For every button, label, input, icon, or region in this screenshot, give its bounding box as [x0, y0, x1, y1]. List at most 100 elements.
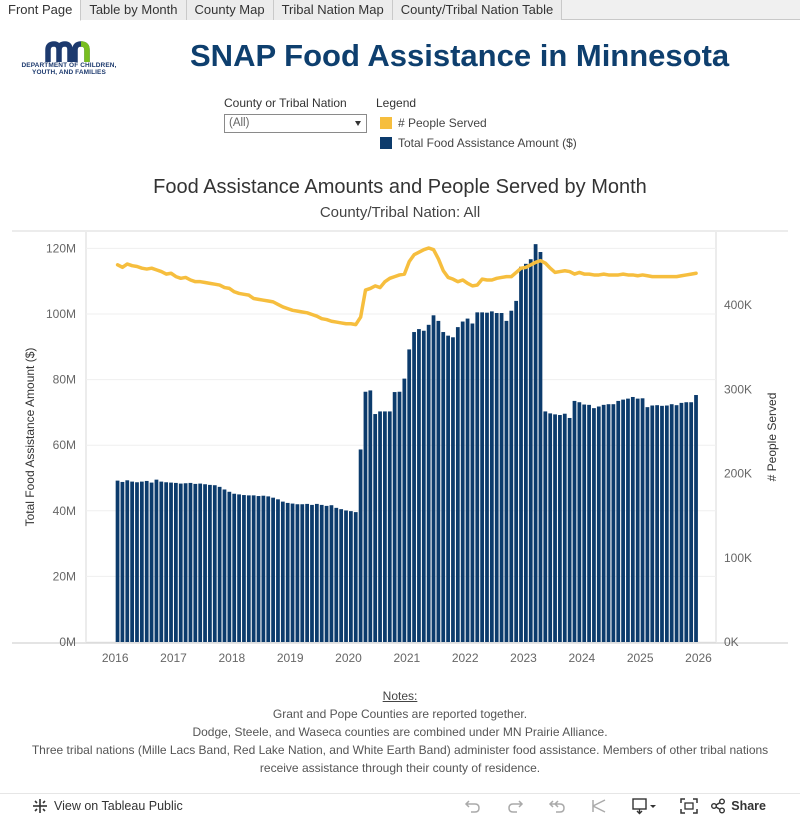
bar — [470, 323, 475, 642]
bar — [616, 400, 621, 642]
bar — [669, 404, 674, 642]
note-line: Dodge, Steele, and Waseca counties are c… — [192, 725, 608, 739]
bar — [572, 400, 577, 642]
bar — [694, 395, 698, 642]
x-tick-label: 2017 — [160, 651, 187, 665]
bar — [208, 484, 212, 642]
legend-swatch-people-icon — [380, 117, 392, 129]
bar — [407, 349, 412, 642]
bar — [227, 491, 232, 642]
x-tick-label: 2019 — [277, 651, 304, 665]
bar — [480, 312, 485, 642]
tab-tribal-nation-map[interactable]: Tribal Nation Map — [273, 0, 393, 20]
legend-swatch-amount-icon — [380, 137, 392, 149]
bar — [679, 402, 684, 642]
x-tick-label: 2026 — [685, 651, 712, 665]
legend-label-amount: Total Food Assistance Amount ($) — [398, 136, 577, 150]
bar — [587, 404, 591, 642]
bar — [684, 402, 689, 642]
bar — [640, 398, 645, 642]
bar — [135, 482, 139, 642]
bar — [543, 411, 548, 642]
logo-org-line2: YOUTH, AND FAMILIES — [32, 69, 106, 76]
bar — [169, 482, 173, 642]
bar — [363, 391, 368, 642]
bar — [441, 332, 446, 642]
left-tick-label: 60M — [53, 438, 76, 452]
bar — [174, 482, 178, 642]
bar — [524, 263, 528, 642]
dropdown-value: (All) — [229, 117, 250, 129]
fullscreen-icon[interactable] — [679, 797, 699, 815]
chart-title: Food Assistance Amounts and People Serve… — [153, 176, 647, 198]
county-tribal-nation-dropdown[interactable]: (All) — [224, 114, 367, 133]
bar — [178, 483, 183, 642]
mn-logo-icon — [45, 41, 90, 62]
tab-front-page[interactable]: Front Page — [0, 0, 82, 21]
left-tick-label: 120M — [46, 241, 76, 255]
bar — [655, 405, 660, 642]
redo-icon[interactable] — [505, 797, 525, 815]
bar — [499, 313, 504, 642]
bar — [660, 405, 664, 642]
people-served-line — [115, 246, 698, 327]
bar — [446, 335, 450, 642]
bar — [285, 502, 290, 642]
bar — [256, 496, 261, 642]
undo-icon[interactable] — [463, 797, 483, 815]
bar — [489, 311, 494, 642]
bar — [626, 398, 630, 642]
bar — [596, 406, 601, 642]
bar — [436, 320, 441, 642]
bar — [217, 486, 222, 642]
bar — [305, 503, 310, 642]
left-tick-label: 20M — [53, 569, 76, 583]
bar — [154, 479, 159, 642]
bar — [582, 404, 587, 642]
bar — [621, 399, 625, 642]
right-tick-label: 100K — [724, 551, 752, 565]
bar — [334, 507, 339, 642]
bar — [567, 417, 572, 642]
bar — [509, 310, 514, 642]
chart-subtitle: County/Tribal Nation: All — [319, 204, 481, 221]
legend-item-total-amount[interactable]: Total Food Assistance Amount ($) — [380, 135, 577, 151]
bar — [426, 324, 431, 642]
revert-icon[interactable] — [547, 797, 567, 815]
bar — [290, 503, 295, 642]
bar — [300, 504, 305, 642]
right-tick-label: 0K — [724, 635, 739, 649]
legend-item-people-served[interactable]: # People Served — [380, 115, 487, 131]
tableau-icon — [33, 799, 47, 813]
bar — [431, 315, 436, 642]
bar — [159, 481, 164, 642]
note-line: Grant and Pope Counties are reported tog… — [272, 707, 528, 721]
bar — [120, 481, 125, 642]
view-on-tableau-link[interactable]: View on Tableau Public — [32, 798, 183, 814]
bar — [222, 489, 227, 642]
tab-county-tribal-nation-table[interactable]: County/Tribal Nation Table — [392, 0, 563, 20]
tab-table-by-month[interactable]: Table by Month — [81, 0, 187, 20]
bar — [460, 321, 465, 642]
bar — [606, 404, 611, 642]
pause-updates-icon[interactable] — [589, 797, 609, 815]
share-button[interactable]: Share — [710, 798, 766, 814]
food-assistance-chart[interactable]: 0M 20M 40M 60M 80M 100M 120M 0K 100K 200K 300K 400K… — [0, 226, 800, 666]
left-tick-label: 0M — [59, 635, 76, 649]
bar — [130, 481, 135, 642]
bar — [664, 405, 669, 642]
bar — [276, 499, 280, 642]
bar — [465, 318, 470, 642]
tab-county-map[interactable]: County Map — [186, 0, 274, 20]
bar — [246, 495, 251, 642]
x-tick-label: 2018 — [218, 651, 245, 665]
right-tick-label: 400K — [724, 298, 752, 312]
download-icon[interactable] — [631, 797, 657, 815]
bar — [451, 337, 455, 642]
bar — [630, 396, 635, 642]
bar — [203, 484, 207, 642]
bar — [280, 501, 285, 642]
mn-dcyf-logo: DEPARTMENT OF CHILDREN, YOUTH, AND FAMIL… — [14, 40, 124, 80]
bar — [139, 481, 144, 642]
bar — [319, 504, 324, 642]
